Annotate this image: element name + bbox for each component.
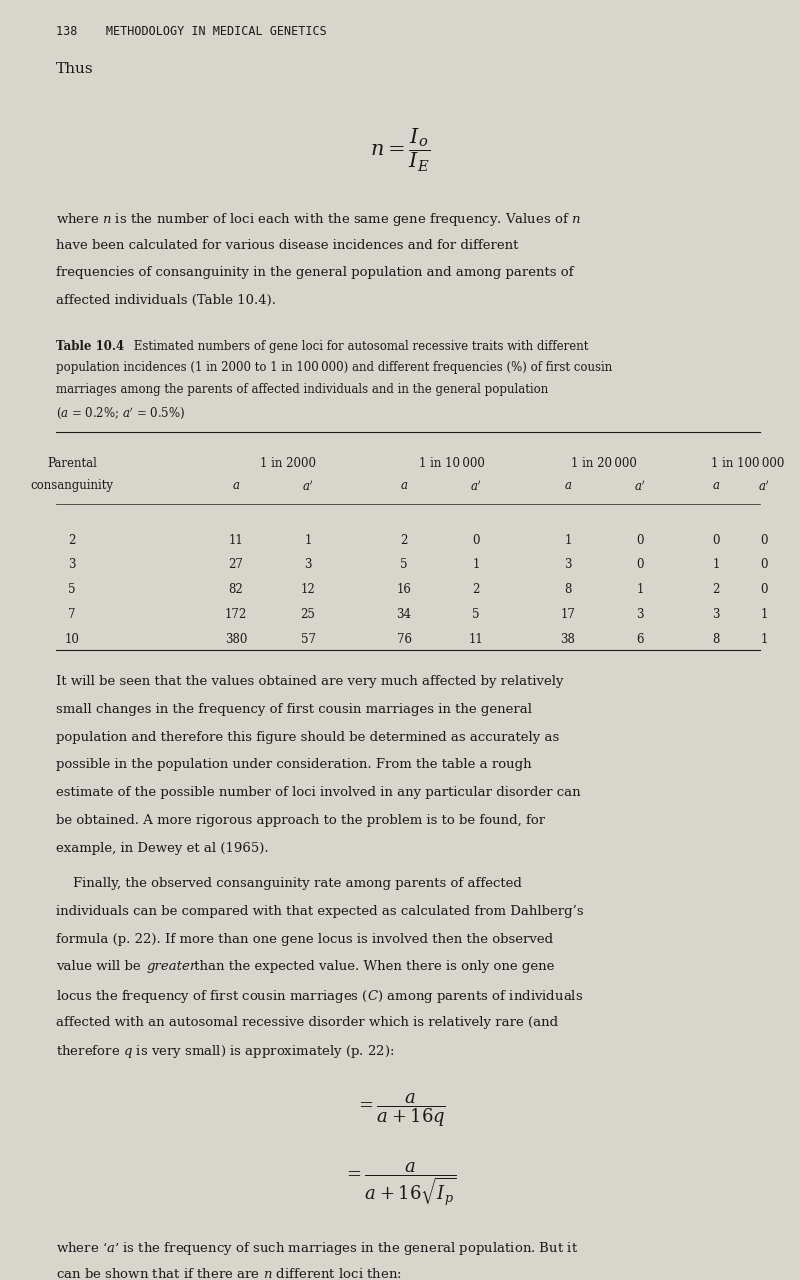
Text: $a$: $a$ <box>400 479 408 493</box>
Text: locus the frequency of first cousin marriages ($C$) among parents of individuals: locus the frequency of first cousin marr… <box>56 988 583 1005</box>
Text: 1: 1 <box>564 534 572 547</box>
Text: $a'$: $a'$ <box>302 479 314 494</box>
Text: 1: 1 <box>712 558 720 571</box>
Text: Thus: Thus <box>56 63 94 77</box>
Text: $a'$: $a'$ <box>758 479 770 494</box>
Text: can be shown that if there are $n$ different loci then:: can be shown that if there are $n$ diffe… <box>56 1267 402 1280</box>
Text: $a$: $a$ <box>232 479 240 493</box>
Text: population incidences (1 in 2000 to 1 in 100 000) and different frequencies (%) : population incidences (1 in 2000 to 1 in… <box>56 361 612 374</box>
Text: frequencies of consanguinity in the general population and among parents of: frequencies of consanguinity in the gene… <box>56 266 574 279</box>
Text: 1 in 10 000: 1 in 10 000 <box>419 457 485 470</box>
Text: 8: 8 <box>712 632 720 645</box>
Text: $a$: $a$ <box>564 479 572 493</box>
Text: 2: 2 <box>712 584 720 596</box>
Text: 0: 0 <box>712 534 720 547</box>
Text: consanguinity: consanguinity <box>30 479 114 493</box>
Text: 2: 2 <box>68 534 76 547</box>
Text: where $n$ is the number of loci each with the same gene frequency. Values of $n$: where $n$ is the number of loci each wit… <box>56 211 581 228</box>
Text: 0: 0 <box>760 584 768 596</box>
Text: small changes in the frequency of first cousin marriages in the general: small changes in the frequency of first … <box>56 703 532 716</box>
Text: therefore $q$ is very small) is approximately (p. 22):: therefore $q$ is very small) is approxim… <box>56 1043 394 1061</box>
Text: 0: 0 <box>760 558 768 571</box>
Text: 0: 0 <box>472 534 480 547</box>
Text: 82: 82 <box>229 584 243 596</box>
Text: 27: 27 <box>229 558 243 571</box>
Text: 3: 3 <box>712 608 720 621</box>
Text: 138    METHODOLOGY IN MEDICAL GENETICS: 138 METHODOLOGY IN MEDICAL GENETICS <box>56 24 326 37</box>
Text: population and therefore this figure should be determined as accurately as: population and therefore this figure sho… <box>56 731 559 744</box>
Text: 38: 38 <box>561 632 575 645</box>
Text: 7: 7 <box>68 608 76 621</box>
Text: 3: 3 <box>564 558 572 571</box>
Text: 5: 5 <box>400 558 408 571</box>
Text: 1: 1 <box>636 584 644 596</box>
Text: 3: 3 <box>636 608 644 621</box>
Text: It will be seen that the values obtained are very much affected by relatively: It will be seen that the values obtained… <box>56 676 563 689</box>
Text: $= \dfrac{a}{a + 16q}$: $= \dfrac{a}{a + 16q}$ <box>354 1091 446 1129</box>
Text: individuals can be compared with that expected as calculated from Dahlberg’s: individuals can be compared with that ex… <box>56 905 584 918</box>
Text: 2: 2 <box>472 584 480 596</box>
Text: 5: 5 <box>472 608 480 621</box>
Text: value will be: value will be <box>56 960 145 973</box>
Text: 6: 6 <box>636 632 644 645</box>
Text: 11: 11 <box>469 632 483 645</box>
Text: Estimated numbers of gene loci for autosomal recessive traits with different: Estimated numbers of gene loci for autos… <box>130 339 588 352</box>
Text: 0: 0 <box>636 558 644 571</box>
Text: 172: 172 <box>225 608 247 621</box>
Text: Finally, the observed consanguinity rate among parents of affected: Finally, the observed consanguinity rate… <box>56 877 522 890</box>
Text: 0: 0 <box>760 534 768 547</box>
Text: 3: 3 <box>304 558 312 571</box>
Text: 25: 25 <box>301 608 315 621</box>
Text: where ‘$a$’ is the frequency of such marriages in the general population. But it: where ‘$a$’ is the frequency of such mar… <box>56 1239 578 1257</box>
Text: $a$: $a$ <box>712 479 720 493</box>
Text: 12: 12 <box>301 584 315 596</box>
Text: 76: 76 <box>397 632 411 645</box>
Text: 57: 57 <box>301 632 315 645</box>
Text: 2: 2 <box>400 534 408 547</box>
Text: $n = \dfrac{I_o}{I_E}$: $n = \dfrac{I_o}{I_E}$ <box>370 127 430 174</box>
Text: example, in Dewey et al (1965).: example, in Dewey et al (1965). <box>56 841 269 855</box>
Text: 10: 10 <box>65 632 79 645</box>
Text: 1: 1 <box>472 558 480 571</box>
Text: 1: 1 <box>760 632 768 645</box>
Text: 11: 11 <box>229 534 243 547</box>
Text: 1 in 2000: 1 in 2000 <box>260 457 316 470</box>
Text: marriages among the parents of affected individuals and in the general populatio: marriages among the parents of affected … <box>56 383 548 396</box>
Text: 16: 16 <box>397 584 411 596</box>
Text: 8: 8 <box>564 584 572 596</box>
Text: 3: 3 <box>68 558 76 571</box>
Text: have been calculated for various disease incidences and for different: have been calculated for various disease… <box>56 238 518 252</box>
Text: than the expected value. When there is only one gene: than the expected value. When there is o… <box>190 960 554 973</box>
Text: 1 in 100 000: 1 in 100 000 <box>711 457 785 470</box>
Text: $a'$: $a'$ <box>470 479 482 494</box>
Text: formula (p. 22). If more than one gene locus is involved then the observed: formula (p. 22). If more than one gene l… <box>56 933 553 946</box>
Text: possible in the population under consideration. From the table a rough: possible in the population under conside… <box>56 758 532 772</box>
Text: be obtained. A more rigorous approach to the problem is to be found, for: be obtained. A more rigorous approach to… <box>56 814 545 827</box>
Text: ($a$ = 0.2%; $a'$ = 0.5%): ($a$ = 0.2%; $a'$ = 0.5%) <box>56 404 185 421</box>
Text: 380: 380 <box>225 632 247 645</box>
Text: Parental: Parental <box>47 457 97 470</box>
Text: 1: 1 <box>304 534 312 547</box>
Text: greater: greater <box>146 960 197 973</box>
Text: 1: 1 <box>760 608 768 621</box>
Text: 0: 0 <box>636 534 644 547</box>
Text: $= \dfrac{a}{a + 16\sqrt{I_p}}$: $= \dfrac{a}{a + 16\sqrt{I_p}}$ <box>343 1160 457 1208</box>
Text: Table 10.4: Table 10.4 <box>56 339 124 352</box>
Text: affected individuals (Table 10.4).: affected individuals (Table 10.4). <box>56 294 276 307</box>
Text: 17: 17 <box>561 608 575 621</box>
Text: 1 in 20 000: 1 in 20 000 <box>571 457 637 470</box>
Text: affected with an autosomal recessive disorder which is relatively rare (and: affected with an autosomal recessive dis… <box>56 1016 558 1029</box>
Text: $a'$: $a'$ <box>634 479 646 494</box>
Text: 5: 5 <box>68 584 76 596</box>
Text: 34: 34 <box>397 608 411 621</box>
Text: estimate of the possible number of loci involved in any particular disorder can: estimate of the possible number of loci … <box>56 786 581 799</box>
